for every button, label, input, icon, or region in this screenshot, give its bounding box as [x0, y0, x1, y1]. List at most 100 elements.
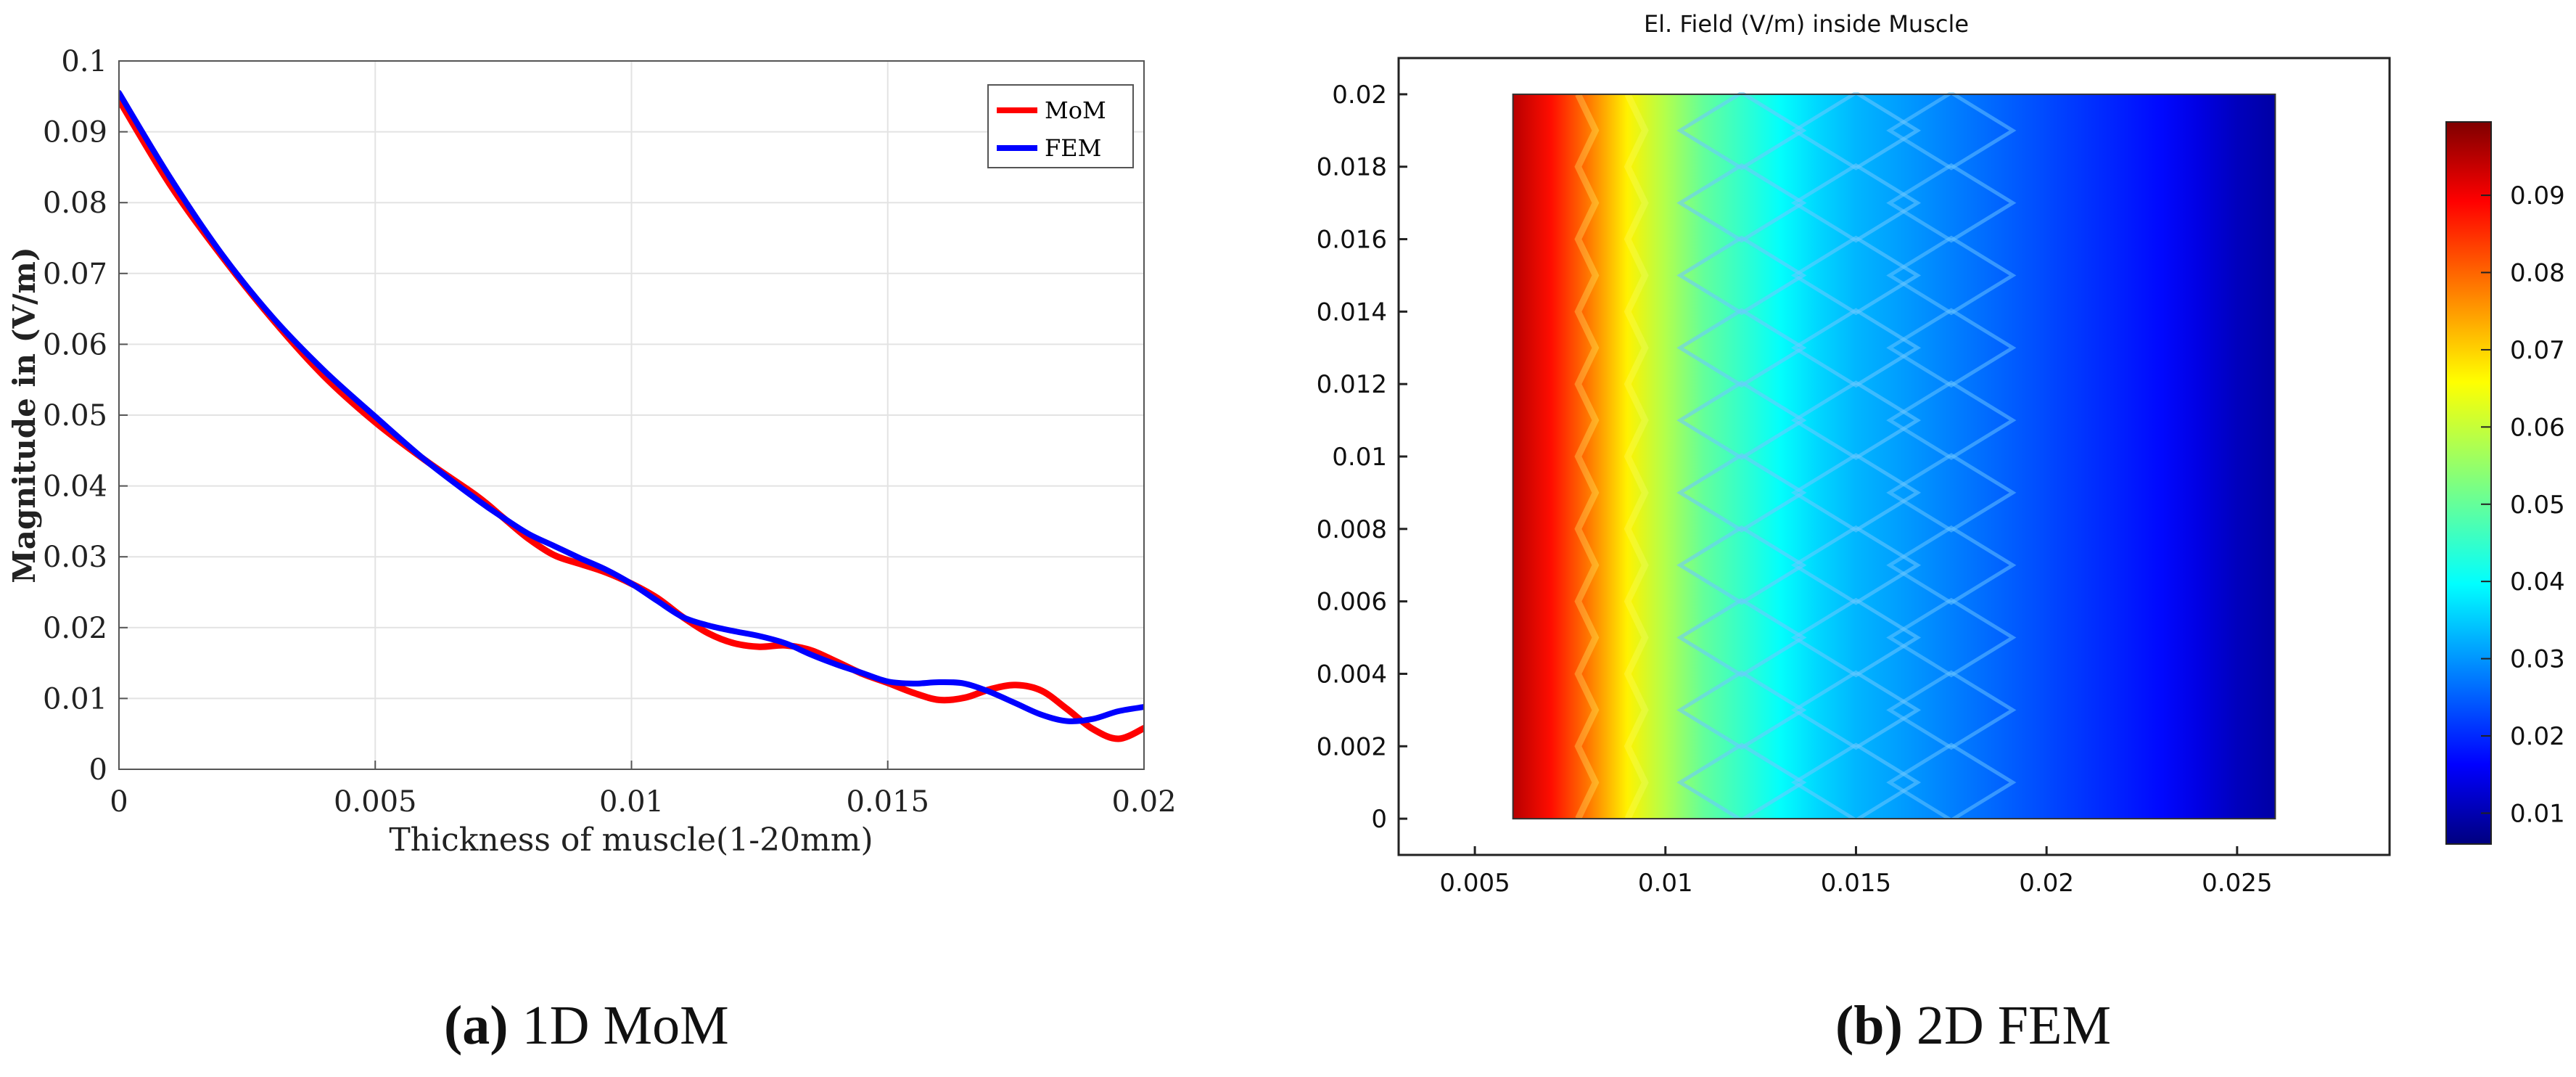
chart-a-x-tick-labels: 0 0.005 0.01 0.015 0.02 — [110, 761, 1177, 819]
y-tick-label: 0.006 — [1317, 588, 1387, 617]
mesh-diamond — [1676, 92, 1807, 171]
mesh-diamond — [1886, 597, 2017, 678]
mesh-diamond — [1676, 670, 1807, 750]
caption-a-text: 1D MoM — [508, 995, 729, 1056]
mesh-diamond — [1790, 308, 1922, 388]
mesh-diamond — [1886, 308, 2017, 388]
caption-b: (b) 2D FEM — [1835, 994, 2111, 1057]
x-tick-label: 0 — [110, 785, 128, 819]
y-tick-label: 0.008 — [1317, 515, 1387, 544]
colorbar-tick-label: 0.07 — [2510, 336, 2565, 365]
colorbar-tick-label: 0.03 — [2510, 645, 2565, 674]
chart-a-x-axis-label: Thickness of muscle(1-20mm) — [389, 822, 873, 859]
legend-label-fem: FEM — [1045, 134, 1101, 162]
x-tick-label: 0.015 — [846, 785, 929, 819]
chart-a-legend: MoM FEM — [987, 84, 1134, 168]
x-tick-label: 0.02 — [2019, 869, 2074, 898]
mesh-zigzag — [1624, 92, 1649, 819]
y-tick-label: 0.004 — [1317, 660, 1387, 689]
y-tick-label: 0.09 — [43, 116, 107, 150]
mesh-diamond — [1886, 163, 2017, 243]
y-tick-label: 0 — [89, 753, 107, 787]
colorbar-tick-label: 0.02 — [2510, 722, 2565, 751]
y-tick-label: 0.05 — [43, 399, 107, 433]
mesh-diamond — [1676, 453, 1807, 533]
x-tick-label: 0.01 — [599, 785, 664, 819]
chart-a-y-tick-labels: 0 0.01 0.02 0.03 0.04 0.05 0.06 0.07 0.08 0.09 0.1 — [43, 45, 128, 787]
chart-b-fem: El. Field (V/m) inside Muscle 0.005 0.01 0… — [1317, 10, 2565, 898]
y-tick-label: 0.002 — [1317, 732, 1387, 761]
x-tick-label: 0.005 — [1439, 869, 1510, 898]
mesh-diamond — [1676, 742, 1807, 819]
mesh-diamond — [1790, 670, 1922, 750]
colorbar-tick-label: 0.05 — [2510, 491, 2565, 520]
y-tick-label: 0.03 — [43, 541, 107, 574]
caption-b-text: 2D FEM — [1902, 995, 2112, 1056]
mesh-diamond — [1886, 380, 2017, 460]
mesh-diamond — [1676, 163, 1807, 243]
mesh-diamond — [1886, 525, 2017, 605]
x-tick-label: 0.02 — [1111, 785, 1176, 819]
mesh-diamond — [1790, 92, 1922, 171]
y-tick-label: 0.04 — [43, 470, 107, 504]
chart-b-x-ticks: 0.005 0.01 0.015 0.02 0.025 — [1439, 846, 2273, 898]
colorbar-tick-label: 0.09 — [2510, 181, 2565, 210]
mesh-diamond — [1886, 453, 2017, 533]
x-tick-label: 0.015 — [1821, 869, 1891, 898]
y-tick-label: 0.02 — [43, 612, 107, 645]
chart-b-colorbar: 0.01 0.02 0.03 0.04 0.05 0.06 0.07 0.08 0.09 — [2445, 121, 2565, 845]
mesh-diamond — [1886, 92, 2017, 171]
chart-a-y-axis-label: Magnitude in (V/m) — [7, 247, 42, 583]
y-tick-label: 0 — [1371, 805, 1387, 834]
mesh-diamond — [1676, 380, 1807, 460]
colorbar-tick-label: 0.04 — [2510, 568, 2565, 597]
y-tick-label: 0.01 — [1332, 443, 1387, 472]
chart-b-title: El. Field (V/m) inside Muscle — [1644, 10, 1969, 38]
chart-b-y-ticks: 0 0.002 0.004 0.006 0.008 0.01 0.012 0.014 0.016… — [1317, 81, 1407, 834]
colorbar-tick-label: 0.08 — [2510, 259, 2565, 288]
colorbar-tick-label: 0.01 — [2510, 799, 2565, 828]
colorbar-tick-labels: 0.01 0.02 0.03 0.04 0.05 0.06 0.07 0.08 0.09 — [2481, 181, 2565, 828]
colorbar-gradient — [2445, 121, 2492, 845]
y-tick-label: 0.01 — [43, 682, 107, 716]
y-tick-label: 0.02 — [1332, 81, 1387, 110]
mesh-diamond — [1886, 742, 2017, 819]
y-tick-label: 0.1 — [61, 45, 107, 78]
mesh-diamond — [1790, 453, 1922, 533]
caption-a: (a) 1D MoM — [444, 994, 729, 1057]
mesh-diamond — [1676, 235, 1807, 316]
heatmap-mesh-texture — [1574, 92, 2017, 819]
legend-label-mom: MoM — [1045, 97, 1106, 124]
mesh-zigzag — [1574, 92, 1600, 819]
x-tick-label: 0.005 — [334, 785, 417, 819]
y-tick-label: 0.016 — [1317, 226, 1387, 255]
colorbar-tick-label: 0.06 — [2510, 413, 2565, 442]
y-tick-label: 0.018 — [1317, 153, 1387, 182]
mesh-diamond — [1676, 308, 1807, 388]
mesh-diamond — [1790, 525, 1922, 605]
x-tick-label: 0.01 — [1638, 869, 1693, 898]
mesh-diamond — [1676, 597, 1807, 678]
mesh-diamond — [1790, 380, 1922, 460]
heatmap-field — [1513, 94, 2276, 819]
mesh-diamond — [1676, 525, 1807, 605]
legend-box — [987, 84, 1134, 168]
chart-a-mom: 0 0.005 0.01 0.015 0.02 0 0.01 0.02 0.03 0.04 0.0… — [7, 45, 1177, 859]
mesh-diamond — [1790, 742, 1922, 819]
mesh-diamond — [1790, 163, 1922, 243]
x-tick-label: 0.025 — [2202, 869, 2272, 898]
mesh-diamond — [1790, 235, 1922, 316]
mesh-diamond — [1790, 597, 1922, 678]
chart-a-series — [119, 89, 1144, 742]
mesh-diamond — [1886, 670, 2017, 750]
chart-b-heatmap — [1512, 92, 2276, 820]
y-tick-label: 0.014 — [1317, 298, 1387, 327]
chart-a-gridlines — [119, 61, 1144, 769]
heatmap-border — [1512, 93, 2276, 820]
series-line-mom — [119, 97, 1144, 742]
series-line-fem — [119, 89, 1144, 724]
y-tick-label: 0.08 — [43, 187, 107, 220]
y-tick-label: 0.07 — [43, 258, 107, 291]
y-tick-label: 0.012 — [1317, 370, 1387, 399]
